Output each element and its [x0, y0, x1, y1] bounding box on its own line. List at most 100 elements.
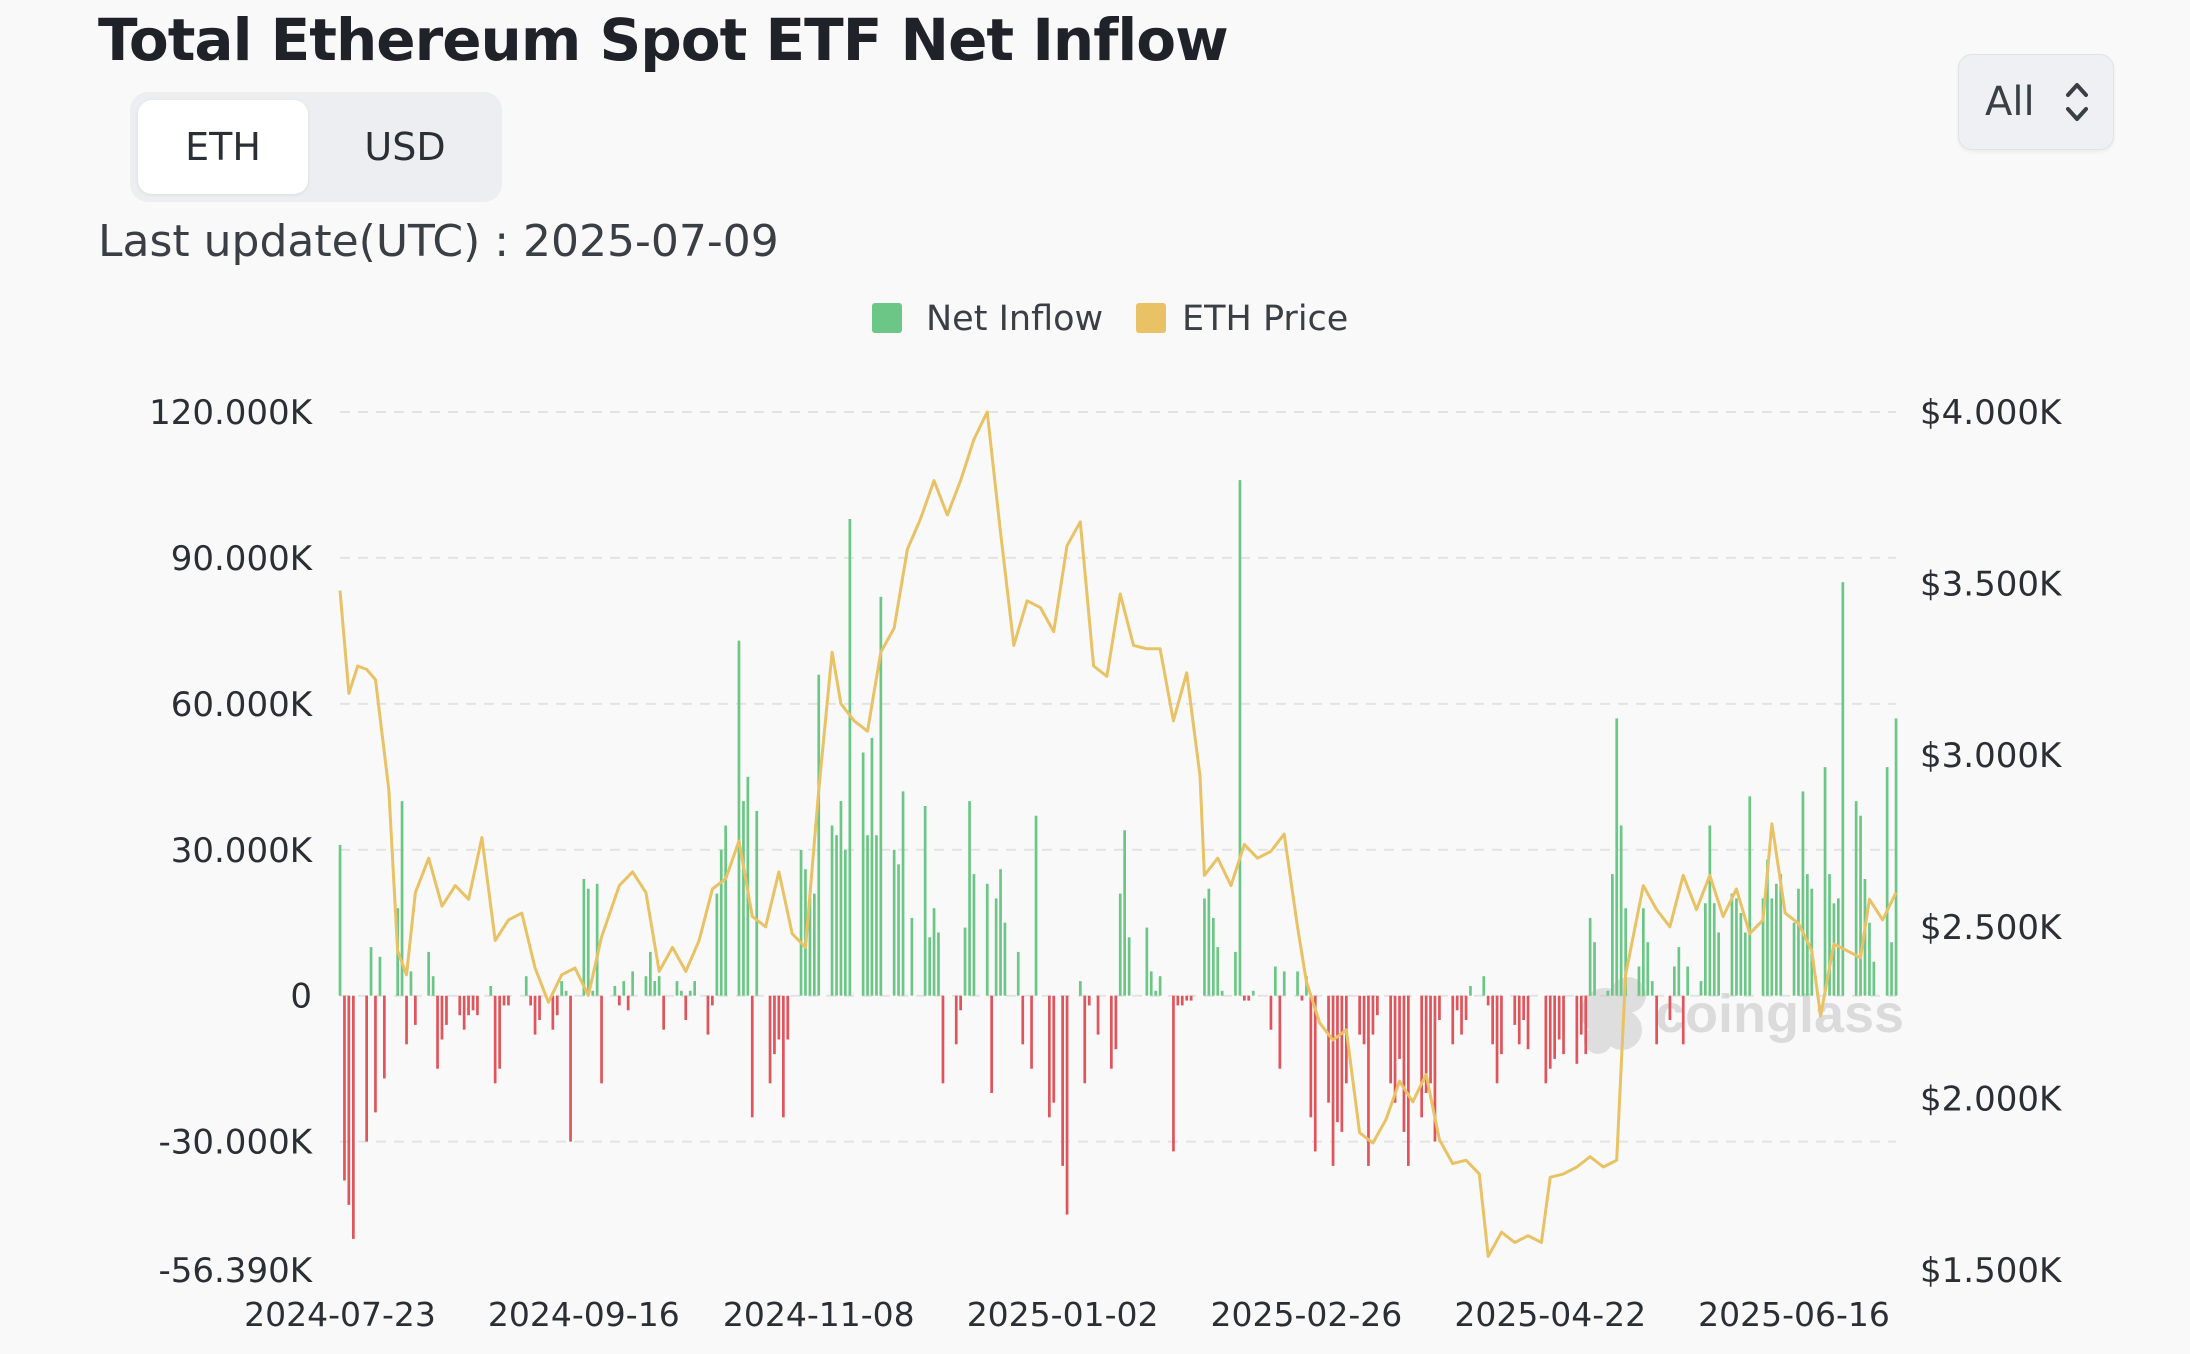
net-inflow-bar	[866, 835, 869, 996]
x-tick-label: 2024-07-23	[244, 1295, 436, 1334]
net-inflow-bar	[369, 947, 373, 996]
net-inflow-bar	[1739, 913, 1743, 996]
net-inflow-bar	[1544, 995, 1548, 1084]
net-inflow-bar	[1207, 888, 1211, 996]
net-inflow-bar	[1327, 995, 1330, 1103]
net-inflow-bar	[1336, 995, 1339, 1123]
y-left-tick-label: 30.000K	[171, 831, 314, 871]
x-tick-label: 2025-02-26	[1211, 1295, 1403, 1334]
net-inflow-bar	[1003, 922, 1007, 996]
y-right-tick-label: $2.500K	[1920, 908, 2063, 948]
net-inflow-bar	[875, 835, 878, 996]
unit-option-eth[interactable]: ETH	[138, 100, 308, 194]
net-inflow-bar	[1748, 796, 1752, 996]
y-left-tick-label: 120.000K	[149, 393, 314, 433]
net-inflow-bar	[1717, 932, 1720, 996]
net-inflow-bar	[1251, 990, 1255, 996]
net-inflow-bar	[994, 898, 998, 996]
net-inflow-bar	[622, 981, 626, 996]
axes: 120.000K 90.000K 60.000K 30.000K 0 -30.000K -5…	[149, 393, 2063, 1334]
net-inflow-bar	[1779, 874, 1783, 996]
net-inflow-bar	[400, 801, 404, 996]
net-inflow-bar	[959, 995, 962, 1011]
net-inflow-bar	[1455, 995, 1459, 1011]
eth-price-series-line	[338, 410, 1898, 1258]
net-inflow-bar	[1637, 966, 1641, 996]
net-inflow-bar	[675, 981, 679, 996]
net-inflow-bar	[1469, 986, 1472, 996]
y-right-tick-label: $3.000K	[1920, 736, 2063, 776]
net-inflow-bar	[1797, 888, 1800, 996]
net-inflow-bar	[1562, 995, 1565, 1055]
x-tick-label: 2025-06-16	[1698, 1295, 1890, 1334]
net-inflow-bar	[1180, 995, 1184, 1006]
net-inflow-bar	[462, 995, 466, 1030]
net-inflow-bar	[684, 995, 688, 1020]
net-inflow-bar	[1655, 995, 1658, 1045]
net-inflow-bar	[1216, 947, 1220, 996]
net-inflow-bar	[937, 932, 940, 996]
net-inflow-bar	[600, 995, 603, 1084]
net-inflow-bar	[467, 995, 470, 1016]
net-inflow-bar	[476, 995, 479, 1016]
net-inflow-bar	[1579, 995, 1583, 1035]
net-inflow-bar	[533, 995, 537, 1035]
net-inflow-bar	[1624, 908, 1627, 996]
net-inflow-bar	[653, 981, 657, 996]
net-inflow-bar	[1495, 995, 1499, 1084]
net-inflow-bar	[742, 801, 745, 996]
net-inflow-bar	[1482, 976, 1486, 996]
net-inflow-bar	[1464, 995, 1468, 1020]
net-inflow-bar	[1220, 990, 1224, 996]
net-inflow-bar	[1761, 898, 1765, 996]
net-inflow-bar	[830, 825, 834, 996]
net-inflow-bar	[1686, 966, 1689, 996]
net-inflow-bar	[347, 995, 351, 1205]
y-left-tick-label: 90.000K	[171, 539, 314, 579]
net-inflow-bar	[458, 995, 462, 1016]
net-inflow-bar	[768, 995, 772, 1084]
net-inflow-bar	[1646, 942, 1650, 996]
net-inflow-bar	[1189, 995, 1193, 1001]
net-inflow-bar	[1154, 990, 1158, 996]
net-inflow-bar	[897, 864, 900, 996]
net-inflow-bar	[985, 883, 989, 996]
net-inflow-bar	[901, 791, 905, 996]
net-inflow-bar	[1402, 995, 1406, 1132]
net-inflow-bar	[1854, 801, 1858, 996]
net-inflow-bar	[1438, 995, 1441, 1020]
legend-label: Net Inflow	[926, 299, 1103, 339]
net-inflow-bar	[564, 990, 568, 996]
net-inflow-bar	[1278, 995, 1282, 1069]
y-left-tick-label: -56.390K	[158, 1251, 313, 1291]
net-inflow-bar	[813, 893, 816, 996]
net-inflow-bar	[808, 898, 812, 996]
net-inflow-bar	[861, 752, 865, 996]
net-inflow-bar	[1522, 995, 1525, 1020]
net-inflow-bar	[1176, 995, 1180, 1006]
net-inflow-bar	[1650, 981, 1654, 996]
net-inflow-bar	[1065, 995, 1069, 1215]
net-inflow-bar	[1030, 995, 1033, 1069]
net-inflow-bar	[1376, 995, 1379, 1016]
net-inflow-bar	[378, 956, 382, 996]
net-inflow-bar	[436, 995, 439, 1069]
net-inflow-bar	[835, 835, 838, 996]
net-inflow-bar	[1575, 995, 1579, 1064]
net-inflow-bar	[680, 990, 683, 996]
unit-option-usd[interactable]: USD	[364, 125, 446, 169]
net-inflow-bar	[1823, 767, 1827, 996]
unit-toggle: ETH USD	[130, 92, 502, 202]
net-inflow-bar	[817, 674, 821, 996]
net-inflow-bar	[644, 976, 648, 996]
net-inflow-bar	[1890, 942, 1893, 996]
net-inflow-bar	[591, 990, 595, 996]
net-inflow-bar	[737, 640, 741, 996]
net-inflow-bar	[1615, 718, 1619, 996]
x-tick-label: 2024-11-08	[723, 1295, 915, 1334]
net-inflow-bar	[1828, 874, 1831, 996]
range-select[interactable]: All	[1958, 54, 2114, 150]
net-inflow-bar	[471, 995, 475, 1011]
net-inflow-bar	[445, 995, 448, 1025]
net-inflow-bar	[538, 995, 541, 1020]
